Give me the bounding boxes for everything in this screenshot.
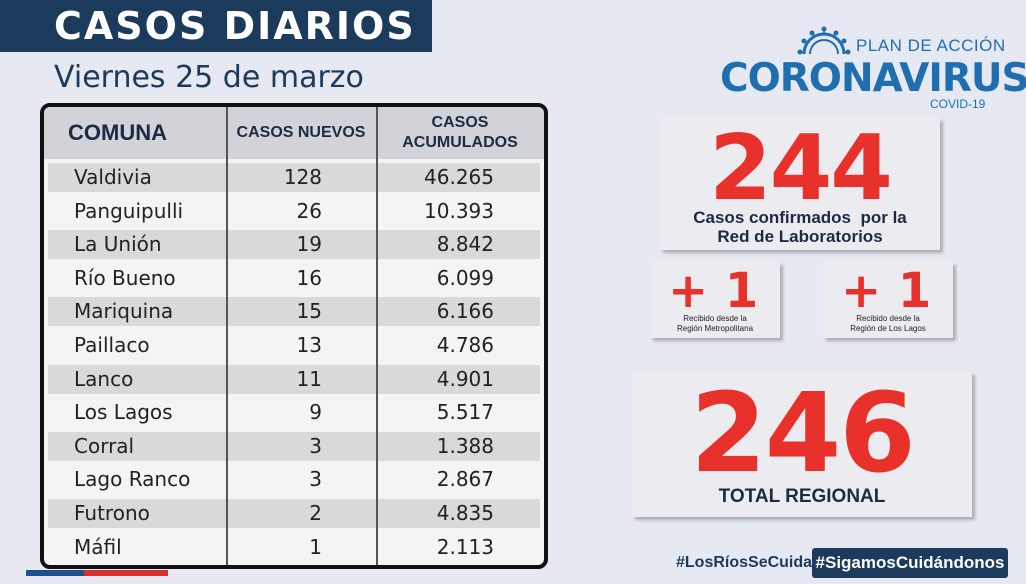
table-row: Panguipulli 26 10.393 [44, 195, 544, 229]
table-header: COMUNA CASOS NUEVOS CASOS ACUMULADOS [44, 107, 544, 159]
extra-cases-value: + 1 [668, 263, 759, 319]
casos-acumulados-cell: 1.388 [436, 433, 494, 458]
table-row: Máfil 1 2.113 [44, 531, 544, 565]
table-row: Paillaco 13 4.786 [44, 329, 544, 363]
casos-nuevos-cell: 19 [296, 232, 322, 257]
extra-cases-card-metropolitana: + 1 Recibido desde la Región Metropolita… [650, 262, 780, 338]
header-casos-acumulados: CASOS ACUMULADOS [376, 107, 544, 159]
casos-acumulados-cell: 8.842 [436, 232, 494, 257]
header-acumulados-line2: ACUMULADOS [402, 134, 518, 151]
comuna-cell: La Unión [74, 232, 162, 257]
extra-cases-caption: Recibido desde la Región Metropolitana [650, 314, 780, 334]
footer-stripe-red [84, 570, 168, 576]
hashtag-sigamos: #SigamosCuidándonos [812, 548, 1008, 578]
casos-acumulados-cell: 6.166 [436, 299, 494, 324]
comuna-cell: Futrono [74, 501, 150, 525]
casos-nuevos-cell: 13 [296, 333, 322, 357]
casos-nuevos-cell: 128 [283, 165, 322, 189]
casos-acumulados-cell: 2.113 [436, 534, 494, 559]
extra2-caption-line2: Región de Los Lagos [850, 324, 926, 333]
hashtag-los-rios: #LosRíosSeCuida [676, 554, 813, 571]
logo-coronavirus-text: CORONAVIRUS [720, 56, 1026, 101]
header-acumulados-line1: CASOS [431, 114, 489, 131]
row-background [48, 263, 540, 293]
comuna-cell: Corral [74, 433, 135, 458]
column-divider [376, 107, 378, 565]
extra1-caption-line1: Recibido desde la [683, 314, 747, 323]
footer-stripe-blue [26, 570, 84, 576]
date-label: Viernes 25 de marzo [54, 60, 364, 95]
row-background [48, 431, 540, 461]
row-background [48, 398, 540, 428]
column-divider [226, 107, 228, 565]
total-regional-caption: TOTAL REGIONAL [718, 486, 886, 507]
table-row: Valdivia 128 46.265 [44, 161, 544, 195]
extra-cases-value: + 1 [841, 263, 932, 319]
extra-cases-card-los-lagos: + 1 Recibido desde la Región de Los Lago… [823, 262, 953, 338]
table-row: Futrono 2 4.835 [44, 497, 544, 531]
row-background [48, 499, 540, 528]
row-background [48, 364, 540, 394]
casos-acumulados-cell: 46.265 [424, 165, 494, 189]
table-row: Río Bueno 16 6.099 [44, 262, 544, 296]
extra1-caption-line2: Región Metropolitana [676, 324, 754, 333]
row-background [48, 465, 540, 495]
table-row: Corral 3 1.388 [44, 430, 544, 464]
comuna-cell: Lanco [74, 366, 134, 391]
comuna-cell: Río Bueno [74, 265, 176, 290]
casos-nuevos-cell: 9 [309, 400, 322, 425]
casos-acumulados-cell: 2.867 [436, 467, 494, 492]
extra2-caption-line1: Recibido desde la [856, 314, 920, 323]
extra-cases-caption: Recibido desde la Región de Los Lagos [823, 314, 953, 334]
table-row: La Unión 19 8.842 [44, 228, 544, 262]
confirmed-caption-line2: Red de Laboratorios [717, 227, 883, 246]
confirmed-cases-value: 244 [709, 116, 893, 221]
comuna-cell: Paillaco [74, 333, 150, 357]
casos-acumulados-cell: 5.517 [436, 400, 494, 425]
comuna-cell: Máfil [74, 534, 122, 559]
title-bar: CASOS DIARIOS [0, 0, 432, 52]
page-title: CASOS DIARIOS [54, 4, 416, 48]
table-row: Lanco 11 4.901 [44, 363, 544, 397]
confirmed-cases-caption: Casos confirmados por la Red de Laborato… [660, 208, 940, 246]
cases-table: COMUNA CASOS NUEVOS CASOS ACUMULADOS Vald… [40, 103, 548, 569]
header-casos-nuevos: CASOS NUEVOS [236, 124, 366, 141]
table-row: Mariquina 15 6.166 [44, 295, 544, 329]
casos-nuevos-cell: 3 [309, 433, 322, 458]
logo-plan-text: PLAN DE ACCIÓN [856, 36, 1006, 55]
casos-nuevos-cell: 15 [296, 299, 322, 324]
casos-nuevos-cell: 16 [296, 265, 322, 290]
comuna-cell: Mariquina [74, 299, 174, 324]
casos-acumulados-cell: 4.901 [436, 366, 494, 391]
row-background [48, 532, 540, 562]
total-regional-value: 246 [690, 369, 916, 497]
comuna-cell: Panguipulli [74, 198, 184, 223]
casos-nuevos-cell: 2 [309, 501, 322, 525]
header-comuna: COMUNA [68, 120, 167, 145]
comuna-cell: Los Lagos [74, 400, 173, 425]
virus-sun-icon [797, 26, 851, 55]
row-background [48, 163, 540, 192]
casos-acumulados-cell: 4.786 [436, 333, 494, 357]
comuna-cell: Valdivia [74, 165, 152, 189]
row-background [48, 297, 540, 327]
confirmed-cases-card: 244 Casos confirmados por la Red de Labo… [660, 118, 940, 250]
table-row: Lago Ranco 3 2.867 [44, 463, 544, 497]
casos-acumulados-cell: 10.393 [424, 198, 494, 223]
comuna-cell: Lago Ranco [74, 467, 191, 492]
casos-acumulados-cell: 6.099 [436, 265, 494, 290]
row-background [48, 230, 540, 260]
casos-nuevos-cell: 1 [309, 534, 322, 559]
logo-covid-text: COVID-19 [930, 97, 986, 111]
casos-acumulados-cell: 4.835 [436, 501, 494, 525]
casos-nuevos-cell: 26 [296, 198, 322, 223]
row-background [48, 196, 540, 226]
table-row: Los Lagos 9 5.517 [44, 396, 544, 430]
row-background [48, 331, 540, 360]
total-regional-card: 246 TOTAL REGIONAL [632, 372, 972, 517]
casos-nuevos-cell: 11 [296, 366, 322, 391]
confirmed-caption-line1: Casos confirmados por la [693, 208, 907, 227]
casos-nuevos-cell: 3 [309, 467, 322, 492]
